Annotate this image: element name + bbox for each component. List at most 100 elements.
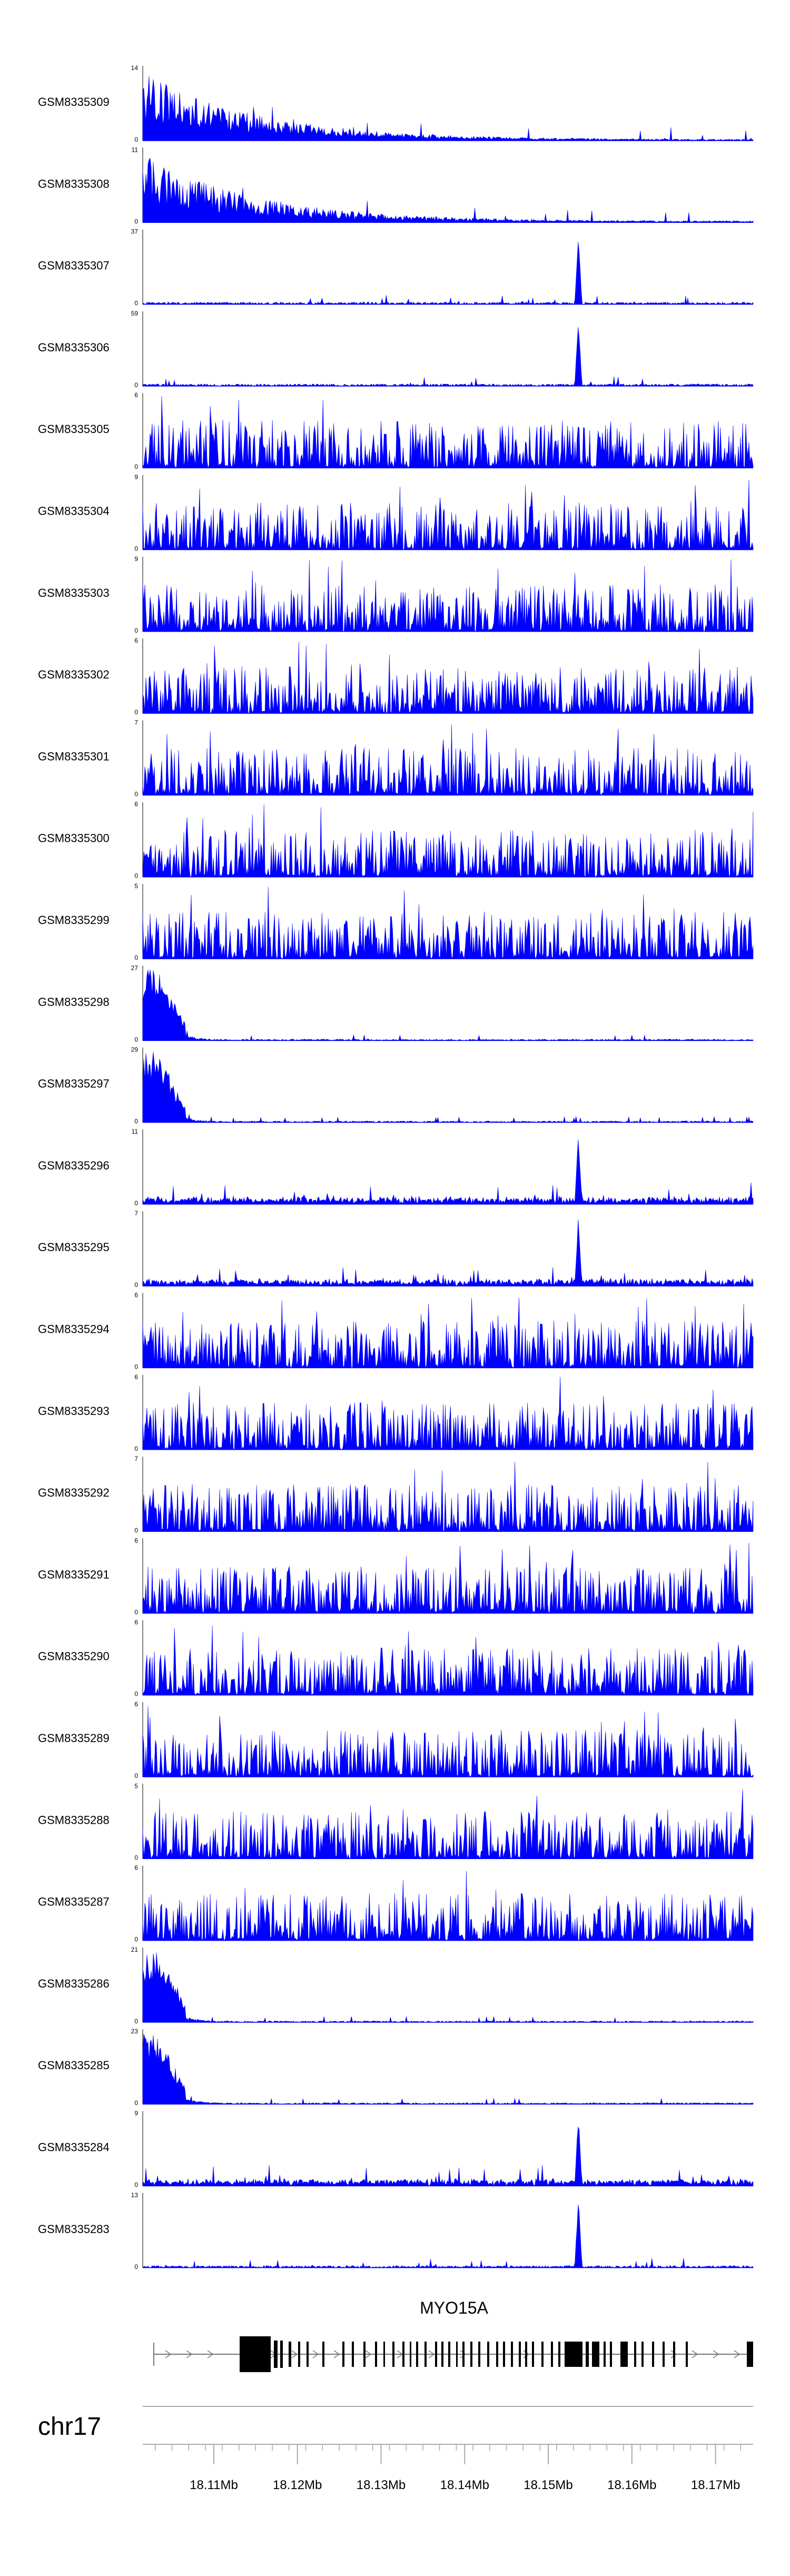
track-name: GSM8335302 [38,668,110,681]
track-GSM8335284: GSM8335284 9 0 [38,2110,754,2189]
track-GSM8335285: GSM8335285 23 0 [38,2028,754,2107]
track-GSM8335307: GSM8335307 37 0 [38,228,754,307]
gene-exon [402,2342,404,2367]
strand-arrow [734,2350,740,2358]
axis-tick-label: 18.14Mb [440,2478,489,2492]
track-GSM8335300: GSM8335300 6 0 [38,801,754,880]
track-ymax-label: 11 [132,146,139,153]
gene-exon [462,2342,465,2367]
gene-exon [410,2342,411,2367]
gene-exon [604,2342,606,2367]
track-ymax-label: 6 [134,801,138,808]
track-coverage [142,2033,754,2105]
track-name: GSM8335301 [38,750,110,763]
track-ymax-label: 59 [131,310,139,317]
strand-arrow [713,2350,719,2358]
gene-exon [511,2342,513,2367]
gene-exon [435,2342,437,2367]
track-GSM8335303: GSM8335303 9 0 [38,555,754,634]
track-ymin-label: 0 [134,1527,138,1534]
genome-axis: chr17 18.11Mb 18.12Mb 18.13Mb 18.14Mb 18.15M… [38,2406,753,2492]
track-ymin-label: 0 [134,2181,138,2189]
track-ymin-label: 0 [134,790,138,798]
gene-exon [541,2342,544,2367]
track-GSM8335309: GSM8335309 14 0 [38,64,754,143]
track-coverage [142,804,754,878]
gene-exon [620,2342,628,2367]
axis-tick-label: 18.11Mb [190,2478,238,2492]
gene-exon [375,2342,377,2367]
gene-exon [298,2342,300,2367]
track-coverage [142,724,754,796]
track-ymax-label: 6 [134,637,138,644]
strand-arrow [670,2350,677,2358]
track-ymax-label: 7 [134,1210,138,1217]
track-name: GSM8335296 [38,1159,110,1172]
gene-exon [322,2342,324,2367]
track-ymax-label: 9 [134,2110,138,2117]
gene-exon [519,2342,521,2367]
track-ymax-label: 11 [132,1128,139,1135]
gene-exon [641,2342,644,2367]
track-ymax-label: 9 [134,555,138,563]
track-name: GSM8335299 [38,913,110,927]
track-GSM8335299: GSM8335299 5 0 [38,882,754,961]
track-GSM8335294: GSM8335294 6 0 [38,1292,754,1371]
track-name: GSM8335293 [38,1404,110,1418]
track-coverage [142,1139,754,1205]
track-GSM8335293: GSM8335293 6 0 [38,1373,754,1452]
track-ymax-label: 5 [134,1782,138,1790]
strand-arrow [207,2350,214,2358]
track-name: GSM8335291 [38,1568,110,1581]
track-ymin-label: 0 [134,1690,138,1698]
strand-arrow [365,2350,372,2358]
track-ymin-label: 0 [134,545,138,553]
track-GSM8335286: GSM8335286 21 0 [38,1946,754,2025]
gene-exon [416,2342,418,2367]
track-ymin-label: 0 [134,463,138,470]
track-coverage [142,396,754,469]
track-name: GSM8335287 [38,1895,110,1909]
gene-track: MYO15A [153,2298,753,2372]
axis-ticks: 18.11Mb 18.12Mb 18.13Mb 18.14Mb 18.15Mb 18.16… [155,2444,741,2492]
track-ymax-label: 7 [134,719,138,726]
track-GSM8335308: GSM8335308 11 0 [38,146,754,225]
strand-arrow [428,2350,435,2358]
track-name: GSM8335300 [38,832,110,845]
gene-exon [342,2342,344,2367]
track-ymax-label: 6 [134,1537,138,1544]
track-GSM8335296: GSM8335296 11 0 [38,1128,754,1207]
gene-exon [747,2342,753,2367]
track-coverage [142,242,754,305]
track-ymin-label: 0 [134,1363,138,1371]
track-ymin-label: 0 [134,1281,138,1289]
track-GSM8335295: GSM8335295 7 0 [38,1210,754,1289]
track-coverage [142,1706,754,1778]
gene-exon [532,2342,534,2367]
gene-exon [363,2342,366,2367]
track-ymin-label: 0 [134,1118,138,1125]
strand-arrow [312,2350,319,2358]
gene-exon [352,2342,354,2367]
gene-exon [383,2342,385,2367]
gene-label: MYO15A [420,2298,488,2317]
track-coverage [142,1220,754,1286]
track-coverage [142,76,754,141]
track-ymin-label: 0 [134,872,138,880]
track-ymin-label: 0 [134,1036,138,1043]
track-ymin-label: 0 [134,1772,138,1779]
track-coverage [142,642,754,714]
track-name: GSM8335309 [38,95,110,109]
track-coverage [142,1377,754,1450]
track-name: GSM8335290 [38,1650,110,1663]
gene-exon [551,2342,553,2367]
track-ymax-label: 6 [134,391,138,399]
track-coverage [142,1542,754,1614]
track-ymax-label: 37 [131,228,139,235]
gene-exon [592,2342,599,2367]
strand-arrow [460,2350,467,2358]
track-GSM8335287: GSM8335287 6 0 [38,1864,754,1943]
track-ymin-label: 0 [134,2099,138,2107]
